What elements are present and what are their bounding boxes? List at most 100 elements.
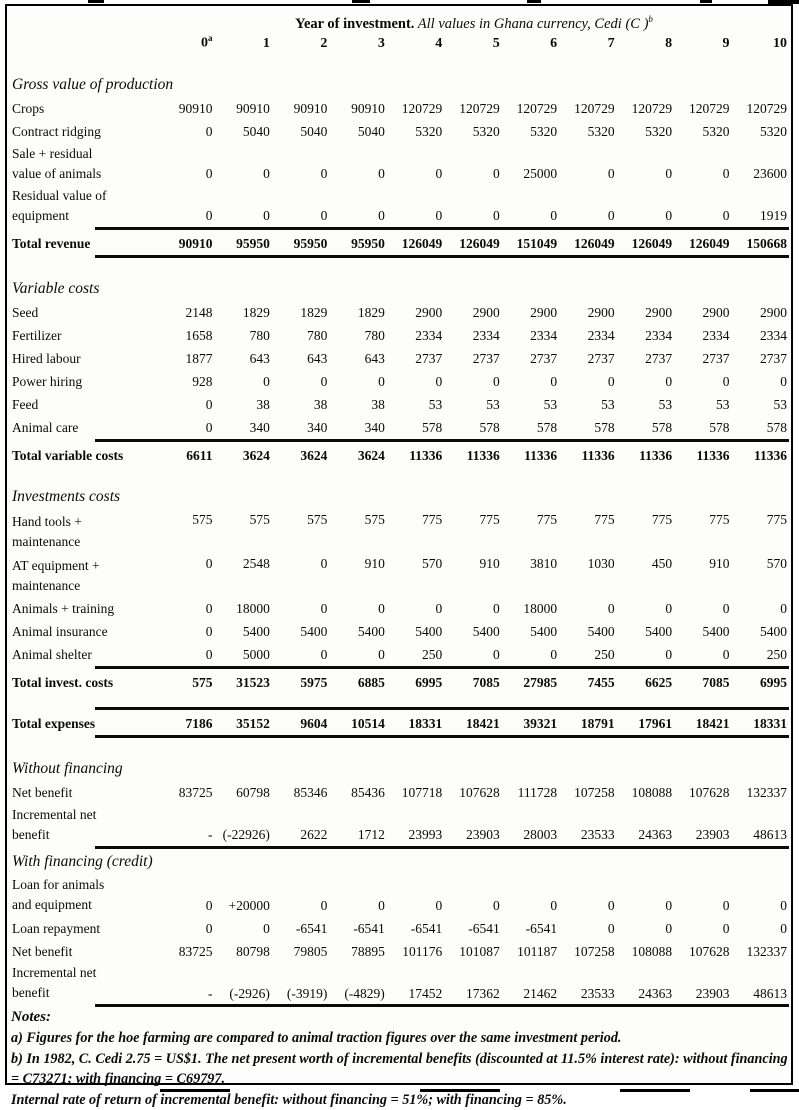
value-cell: -6541: [295, 920, 328, 936]
value-cell: 9604: [300, 716, 328, 732]
total-row-label: Total expenses: [12, 716, 96, 732]
value-cell: 85436: [351, 785, 385, 801]
value-cell: 5400: [702, 624, 730, 640]
value-cell: 53: [486, 397, 500, 413]
value-cell: 0: [492, 897, 500, 913]
value-cell: 0: [780, 601, 787, 617]
value-cell: 578: [594, 420, 615, 436]
total-row: Total variable costs 6611 3624 3624 3624 1133…: [9, 442, 789, 466]
value-cell: 5320: [702, 124, 730, 140]
value-cell: 0: [607, 208, 615, 224]
value-cell: 7085: [702, 675, 730, 691]
value-cell: 6611: [186, 448, 213, 464]
data-row: Animals + training 0 18000 0 0 0 0 18000 0 0 0 0: [9, 596, 789, 619]
horizontal-rule-cell: [9, 845, 789, 849]
value-cell: 0: [607, 166, 615, 182]
value-cell: 0: [263, 374, 270, 390]
value-cell: 0: [320, 208, 328, 224]
year-header-row: 0a 1 2 3 4 5 6 7 8 9 10: [9, 30, 789, 54]
value-cell: 17362: [465, 985, 500, 1001]
scan-mark: [700, 0, 712, 3]
value-cell: (-2926): [229, 985, 270, 1001]
data-row: AT equipment + maintenance 0 2548 0 910 570 910…: [9, 552, 789, 596]
value-cell: 2900: [645, 305, 673, 321]
horizontal-rule: [95, 1004, 789, 1008]
value-cell: 643: [249, 351, 270, 367]
table-title-superscript: b: [648, 14, 653, 24]
year-column-header: 1: [262, 35, 270, 51]
value-cell: 0: [378, 374, 385, 390]
value-cell: 2737: [645, 351, 673, 367]
value-cell: 53: [716, 397, 730, 413]
value-cell: 2900: [760, 305, 787, 321]
value-cell: 575: [307, 512, 328, 527]
value-cell: 5320: [530, 124, 558, 140]
value-cell: 578: [479, 420, 500, 436]
value-cell: 7455: [587, 675, 615, 691]
row-label: Seed: [12, 305, 39, 321]
row-label: Net benefit: [12, 943, 73, 959]
horizontal-rule: [95, 666, 789, 669]
value-cell: 120729: [746, 101, 788, 117]
value-cell: 0: [665, 208, 673, 224]
value-cell: 1829: [300, 305, 328, 321]
value-cell: 107628: [689, 785, 730, 801]
section-heading: Variable costs: [12, 279, 100, 297]
value-cell: -6541: [468, 920, 500, 936]
value-cell: 90910: [178, 236, 213, 252]
value-cell: 0: [550, 897, 558, 913]
value-cell: 0: [492, 647, 500, 663]
value-cell: 18331: [753, 716, 787, 732]
total-row: Total invest. costs 575 31523 5975 6885 6995 7…: [9, 669, 789, 693]
horizontal-rule-row: [9, 665, 789, 669]
value-cell: 11336: [639, 448, 673, 464]
value-cell: 0: [492, 601, 500, 617]
value-cell: 0: [205, 647, 213, 663]
value-cell: 5400: [357, 624, 385, 640]
year-header-spacer: [9, 30, 157, 54]
value-cell: 0: [607, 374, 615, 390]
value-cell: 0: [378, 208, 385, 224]
value-cell: 910: [364, 556, 385, 571]
row-label: Animal care: [12, 420, 79, 436]
value-cell: 0: [263, 208, 270, 224]
value-cell: 111728: [517, 785, 558, 801]
value-cell: 120729: [401, 101, 443, 117]
value-cell: 18421: [465, 716, 500, 732]
value-cell: 575: [364, 512, 385, 527]
note-line: b) In 1982, C. Cedi 2.75 = US$1. The net…: [11, 1050, 788, 1088]
value-cell: 0: [263, 920, 270, 936]
value-cell: 23903: [695, 827, 730, 843]
row-label: Animal insurance: [12, 624, 108, 640]
scan-mark: [88, 0, 104, 3]
value-cell: 775: [651, 512, 673, 527]
value-cell: 11336: [409, 448, 443, 464]
section-heading-row: Without financing: [9, 738, 789, 780]
value-cell: 250: [766, 647, 787, 663]
value-cell: -6541: [410, 920, 443, 936]
data-row: Contract ridging 0 5040 5040 5040 5320 5320 532…: [9, 119, 789, 142]
value-cell: 0: [435, 601, 443, 617]
value-cell: 575: [192, 675, 213, 691]
horizontal-rule: [95, 227, 789, 230]
value-cell: 0: [263, 166, 270, 182]
row-label: Sale + residual value of animals: [12, 146, 102, 181]
value-cell: 928: [192, 374, 213, 390]
value-cell: 0: [320, 647, 328, 663]
value-cell: 0: [205, 124, 213, 140]
value-cell: 53: [773, 397, 788, 413]
value-cell: 1712: [357, 827, 385, 843]
note-line: a) Figures for the hoe farming are compa…: [11, 1030, 622, 1047]
value-cell: 90910: [178, 101, 213, 117]
value-cell: 21462: [523, 985, 558, 1001]
data-row: Incremental net benefit - (-22926) 2622 1712 2…: [9, 803, 789, 845]
value-cell: 3624: [357, 448, 385, 464]
value-cell: 95950: [236, 236, 270, 252]
value-cell: 250: [422, 647, 443, 663]
value-cell: 23533: [580, 827, 615, 843]
row-label: Residual value of equipment: [12, 188, 107, 223]
value-cell: 11336: [581, 448, 615, 464]
value-cell: 5400: [415, 624, 443, 640]
value-cell: 107258: [574, 943, 615, 959]
value-cell: -: [207, 985, 213, 1001]
